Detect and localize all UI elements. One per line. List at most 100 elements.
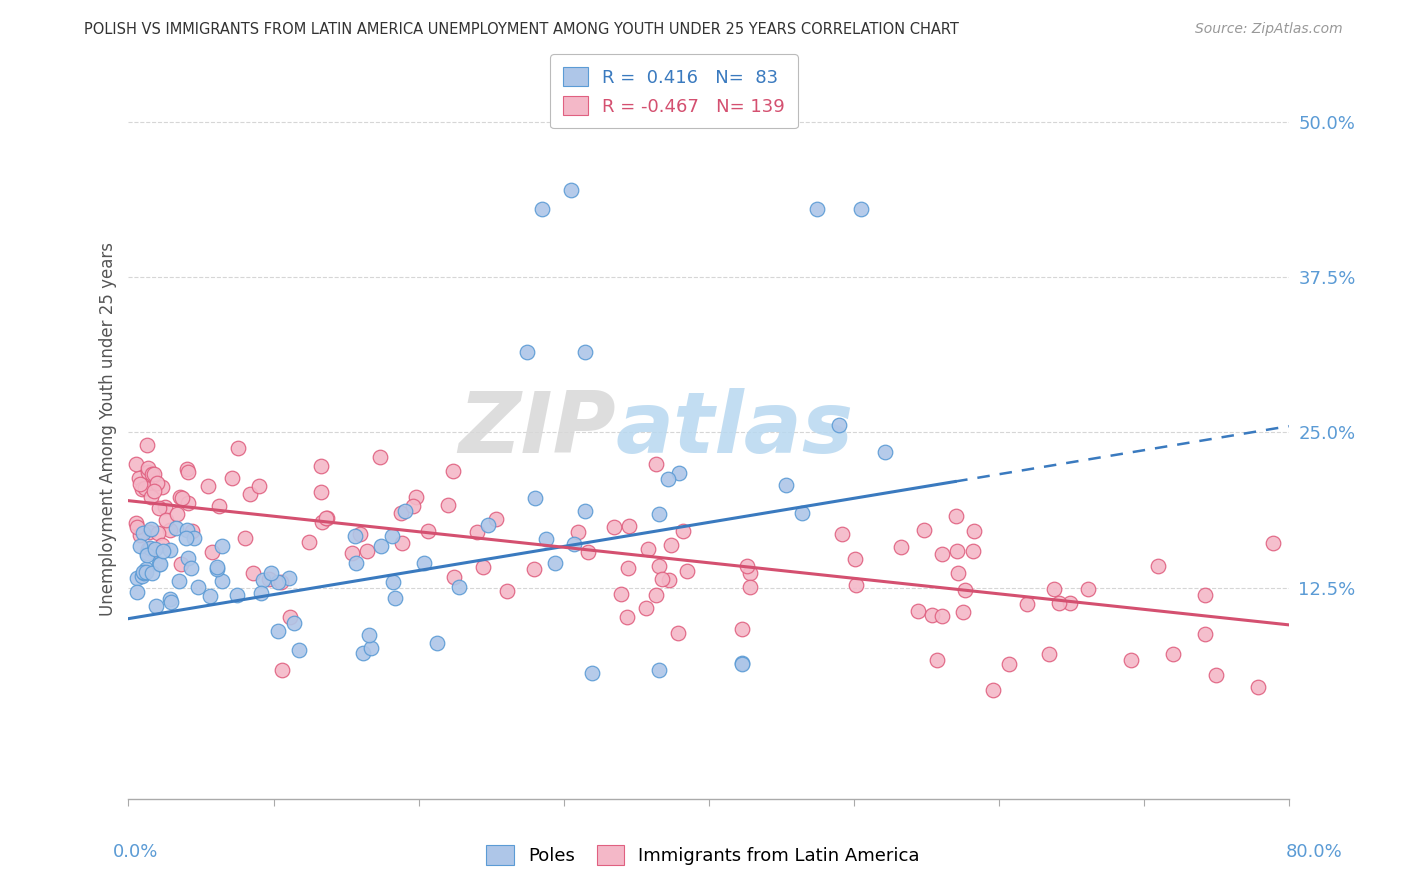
Point bbox=[616, 561, 638, 575]
Point bbox=[1077, 582, 1099, 596]
Point bbox=[668, 466, 690, 480]
Point bbox=[176, 523, 198, 537]
Point bbox=[128, 471, 150, 485]
Point bbox=[416, 524, 439, 539]
Point bbox=[790, 506, 813, 520]
Point bbox=[135, 562, 157, 576]
Point bbox=[567, 524, 589, 539]
Point bbox=[477, 517, 499, 532]
Point bbox=[381, 575, 404, 590]
Point bbox=[187, 580, 209, 594]
Point bbox=[645, 589, 668, 603]
Point bbox=[155, 512, 177, 526]
Point bbox=[247, 478, 270, 492]
Point bbox=[1047, 596, 1070, 610]
Point bbox=[138, 524, 160, 539]
Point bbox=[648, 663, 671, 677]
Point bbox=[574, 504, 596, 518]
Point bbox=[139, 544, 162, 558]
Point bbox=[402, 499, 425, 513]
Point bbox=[283, 615, 305, 630]
Legend: R =  0.416   N=  83, R = -0.467   N= 139: R = 0.416 N= 83, R = -0.467 N= 139 bbox=[550, 54, 797, 128]
Point bbox=[890, 540, 912, 554]
Point bbox=[260, 566, 283, 580]
Point bbox=[467, 525, 489, 540]
Point bbox=[394, 504, 416, 518]
Point bbox=[603, 520, 626, 534]
Point bbox=[636, 601, 658, 615]
Point bbox=[211, 539, 233, 553]
Point bbox=[143, 541, 166, 556]
Point bbox=[381, 529, 404, 543]
Point bbox=[211, 574, 233, 589]
Point bbox=[125, 457, 148, 471]
Point bbox=[152, 544, 174, 558]
Point bbox=[581, 665, 603, 680]
Point bbox=[226, 442, 249, 456]
Point bbox=[963, 524, 986, 538]
Point bbox=[775, 478, 797, 492]
Point bbox=[271, 664, 294, 678]
Point bbox=[267, 574, 290, 589]
Point bbox=[233, 531, 256, 545]
Point bbox=[159, 591, 181, 606]
Point bbox=[315, 511, 337, 525]
Point bbox=[523, 561, 546, 575]
Point bbox=[1194, 627, 1216, 641]
Y-axis label: Unemployment Among Youth under 25 years: Unemployment Among Youth under 25 years bbox=[100, 243, 117, 616]
Point bbox=[731, 657, 754, 672]
Point bbox=[344, 557, 367, 571]
Point bbox=[177, 496, 200, 510]
Point bbox=[391, 535, 413, 549]
Point bbox=[1119, 653, 1142, 667]
Point bbox=[148, 501, 170, 516]
Point bbox=[356, 544, 378, 558]
Point bbox=[349, 527, 371, 541]
Point bbox=[169, 490, 191, 504]
Point bbox=[298, 534, 321, 549]
Point bbox=[270, 574, 292, 589]
Point bbox=[153, 500, 176, 515]
Point bbox=[125, 571, 148, 585]
Point bbox=[149, 557, 172, 571]
Point bbox=[132, 565, 155, 579]
Point bbox=[738, 580, 761, 594]
Point bbox=[180, 524, 202, 538]
Point bbox=[131, 569, 153, 583]
Point bbox=[205, 562, 228, 576]
Point bbox=[360, 640, 382, 655]
Point bbox=[197, 479, 219, 493]
Point bbox=[311, 515, 333, 529]
Point bbox=[931, 608, 953, 623]
Point bbox=[946, 544, 969, 558]
Point bbox=[921, 608, 943, 623]
Point bbox=[139, 541, 162, 556]
Point bbox=[146, 526, 169, 541]
Point bbox=[384, 591, 406, 605]
Point bbox=[138, 461, 160, 475]
Point bbox=[927, 653, 949, 667]
Point bbox=[651, 572, 673, 586]
Point bbox=[143, 467, 166, 481]
Point bbox=[166, 507, 188, 521]
Point bbox=[735, 559, 758, 574]
Point bbox=[560, 183, 582, 197]
Point bbox=[128, 540, 150, 554]
Point bbox=[831, 527, 853, 541]
Point bbox=[128, 476, 150, 491]
Point bbox=[666, 626, 689, 640]
Point bbox=[139, 522, 162, 536]
Point bbox=[145, 599, 167, 613]
Point bbox=[645, 457, 668, 471]
Point bbox=[441, 464, 464, 478]
Point bbox=[183, 531, 205, 545]
Point bbox=[357, 628, 380, 642]
Point bbox=[637, 542, 659, 557]
Text: atlas: atlas bbox=[616, 388, 853, 471]
Point bbox=[544, 556, 567, 570]
Point bbox=[495, 583, 517, 598]
Point bbox=[447, 580, 470, 594]
Point bbox=[165, 521, 187, 535]
Point bbox=[413, 556, 436, 570]
Point bbox=[912, 523, 935, 537]
